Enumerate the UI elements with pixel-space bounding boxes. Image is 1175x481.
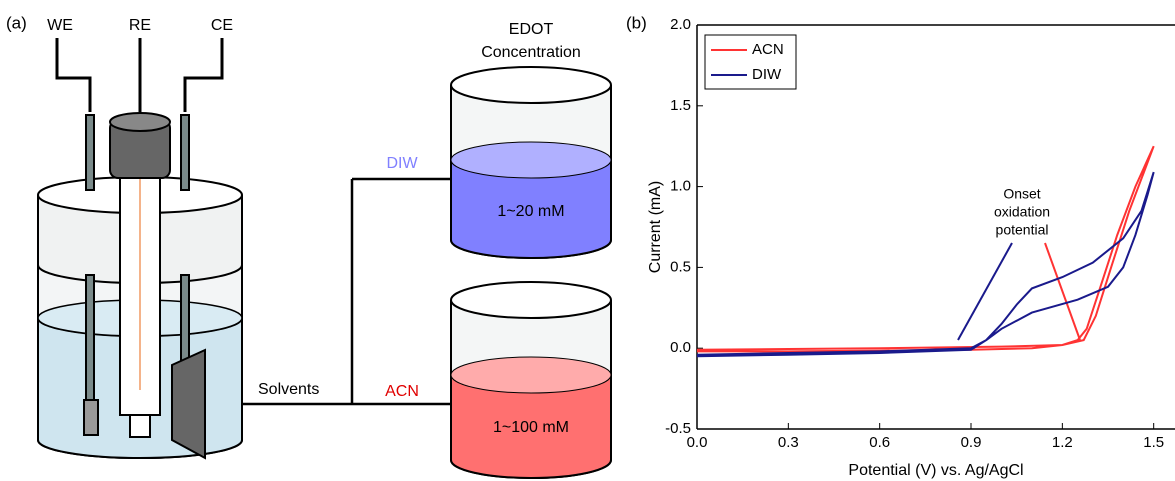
y-tick-label: 0.0	[670, 339, 691, 356]
containers	[450, 66, 612, 479]
legend-label: ACN	[752, 41, 784, 58]
panel-label: (a)	[6, 13, 27, 32]
annotation: potential	[996, 222, 1049, 238]
y-axis-label: Current (mA)	[647, 181, 664, 273]
x-tick-label: 0.6	[869, 434, 890, 451]
annotation: Onset	[1003, 186, 1040, 202]
series-line	[696, 145, 1155, 353]
solvent-lines	[242, 177, 452, 406]
x-tick-label: 0.3	[778, 434, 799, 451]
title-line: Concentration	[481, 44, 581, 61]
y-tick-label: 1.5	[670, 97, 691, 114]
annotation: oxidation	[994, 204, 1050, 220]
chart: (b) Potential (V) vs. Ag/AgCl Current (m…	[626, 13, 1175, 479]
solvents-label: Solvents	[258, 381, 319, 398]
electrode-label: CE	[211, 17, 233, 34]
x-tick-label: 0.9	[961, 434, 982, 451]
y-tick-label: -0.5	[665, 420, 691, 437]
x-tick-label: 1.2	[1052, 434, 1073, 451]
series-line	[696, 171, 1155, 358]
legend-box	[704, 34, 797, 90]
panel-label: (b)	[626, 13, 647, 32]
x-tick-label: 0.0	[687, 434, 708, 451]
legend-label: DIW	[752, 66, 782, 83]
annotation-arrow	[1044, 242, 1081, 341]
acn-label: ACN	[385, 383, 419, 400]
electrode-label: RE	[129, 17, 151, 34]
x-axis-label: Potential (V) vs. Ag/AgCl	[848, 462, 1023, 479]
x-tick-label: 1.5	[1143, 434, 1164, 451]
title-line: EDOT	[509, 21, 554, 38]
concentration-label: 1~20 mM	[497, 203, 564, 220]
electrode-label: WE	[47, 17, 73, 34]
wires	[55, 38, 224, 112]
diw-label: DIW	[386, 155, 418, 172]
y-tick-label: 1.0	[670, 178, 691, 195]
y-tick-label: 2.0	[670, 16, 691, 33]
annotation-arrow	[957, 242, 1013, 341]
concentration-label: 1~100 mM	[493, 419, 569, 436]
cell	[37, 112, 243, 460]
y-tick-label: 0.5	[670, 258, 691, 275]
diagram: (a) WE RE CE Solvents DIW ACN EDOT Conce…	[6, 13, 612, 479]
